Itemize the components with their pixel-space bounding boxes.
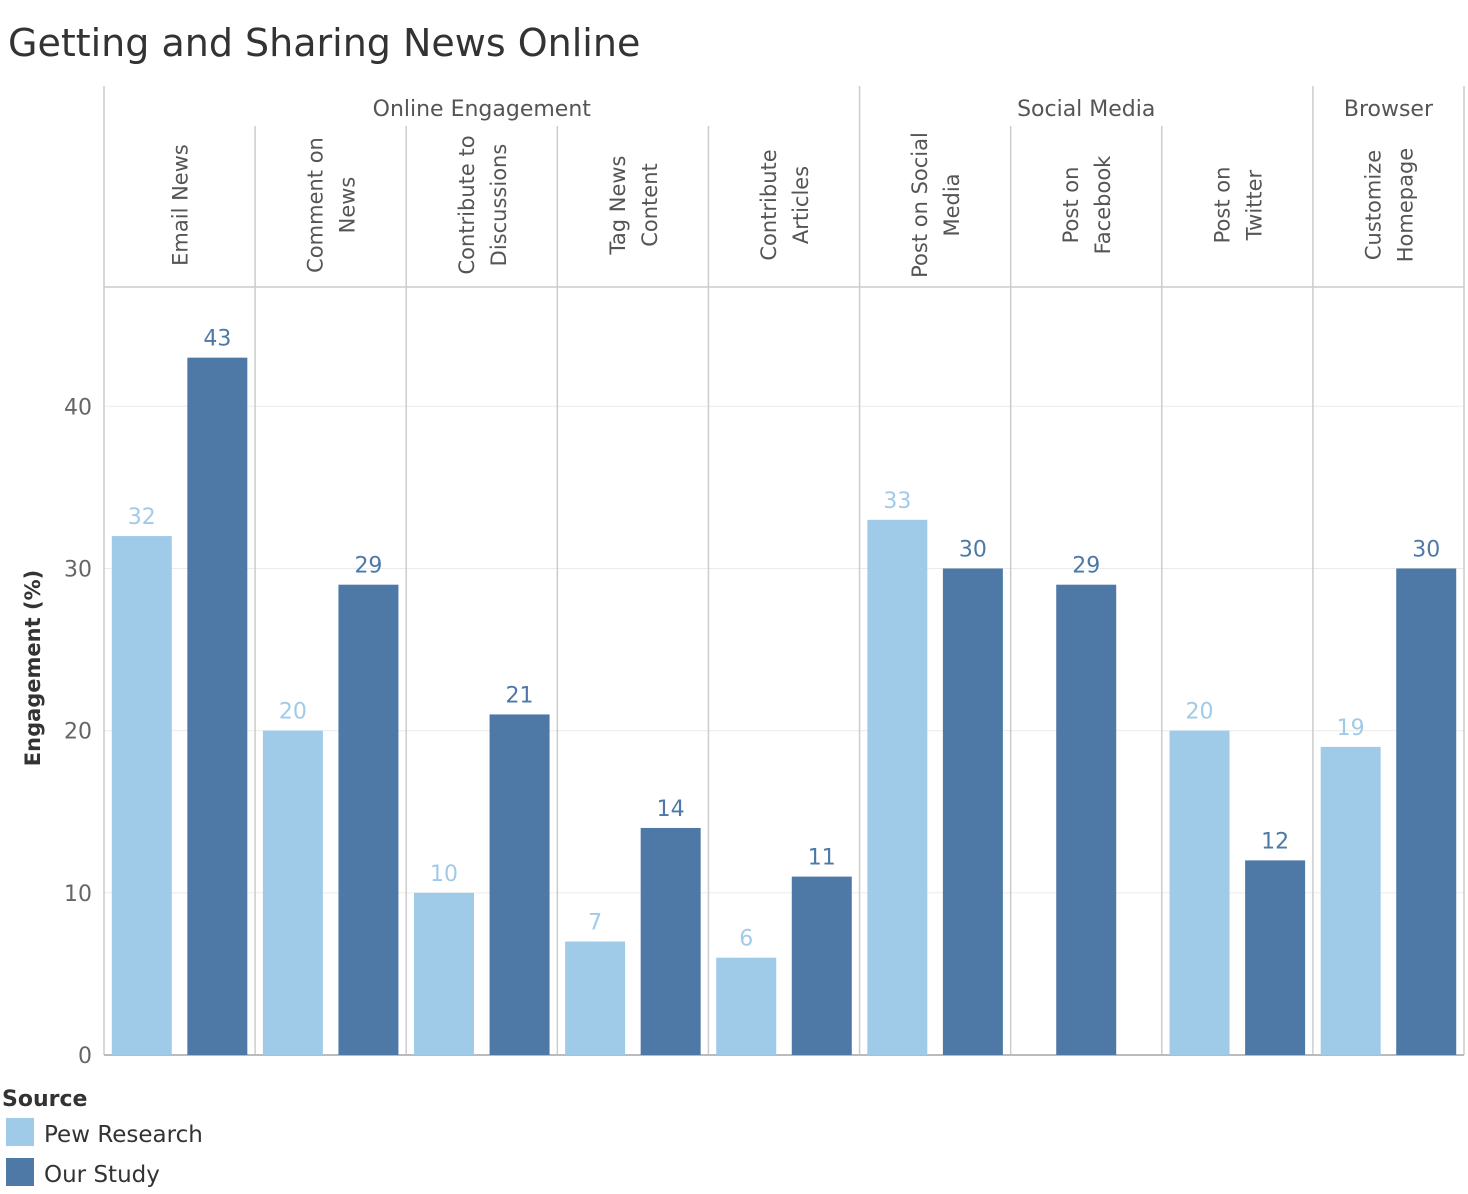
bar-data-label: 6 <box>739 927 753 952</box>
bar <box>262 730 323 1055</box>
category-label: Facebook <box>1091 155 1115 255</box>
y-tick-label: 30 <box>64 557 92 582</box>
bar <box>414 892 474 1055</box>
category-label: News <box>336 177 360 234</box>
bar-data-label: 11 <box>808 846 836 871</box>
category-label: Contribute to <box>455 135 479 274</box>
legend: Source Pew Research Our Study <box>2 1087 203 1188</box>
bar-data-label: 7 <box>588 910 602 935</box>
chart-frame <box>103 86 1465 1056</box>
bar <box>791 876 852 1055</box>
bar <box>1396 568 1457 1055</box>
category-label: Content <box>638 163 662 247</box>
bar <box>1056 584 1117 1055</box>
bar <box>640 827 701 1055</box>
bar-data-label: 43 <box>203 327 231 352</box>
category-label: Twitter <box>1242 169 1266 241</box>
legend-title: Source <box>2 1087 87 1112</box>
bar <box>867 519 928 1055</box>
y-tick-label: 20 <box>64 720 92 745</box>
bar-data-label: 30 <box>1412 537 1440 562</box>
bar <box>187 357 248 1055</box>
group-header-label: Browser <box>1344 97 1434 122</box>
category-label: Email News <box>169 144 193 266</box>
category-label: Discussions <box>487 144 511 267</box>
group-header-label: Online Engagement <box>373 97 592 122</box>
category-label: Media <box>940 173 964 236</box>
bar-data-label: 30 <box>959 537 987 562</box>
bar-data-label: 29 <box>354 554 382 579</box>
bar <box>716 957 777 1055</box>
bar-data-label: 33 <box>883 489 911 514</box>
legend-entry-label: Pew Research <box>44 1122 203 1148</box>
bar-data-label: 21 <box>506 683 534 708</box>
bar-data-label: 20 <box>1186 700 1214 725</box>
y-tick-label: 0 <box>78 1044 92 1069</box>
bar-data-label: 32 <box>128 505 156 530</box>
bar <box>1245 860 1306 1055</box>
legend-swatch <box>6 1158 34 1186</box>
bar-data-label: 29 <box>1072 554 1100 579</box>
bar <box>1320 746 1381 1055</box>
y-axis-title: Engagement (%) <box>21 570 45 766</box>
category-label: Post on <box>1059 167 1083 244</box>
legend-entry-label: Our Study <box>44 1162 160 1188</box>
chart-title: Getting and Sharing News Online <box>8 21 640 65</box>
bar-data-label: 10 <box>430 862 458 887</box>
bar-data-label: 12 <box>1261 829 1289 854</box>
bar-data-label: 20 <box>279 700 307 725</box>
group-header-label: Social Media <box>1017 97 1155 122</box>
bar <box>942 568 1003 1055</box>
bar <box>338 584 399 1055</box>
gridlines <box>104 405 1464 894</box>
bar <box>565 941 626 1055</box>
category-label: Articles <box>789 166 813 244</box>
category-label: Customize <box>1361 150 1385 260</box>
column-headers: Online Engagement Social Media Browser Emai… <box>169 97 1434 278</box>
bar <box>489 714 550 1055</box>
category-label: Homepage <box>1393 148 1417 262</box>
bar-data-label: 14 <box>657 797 685 822</box>
category-label: Tag News <box>606 156 630 256</box>
y-tick-label: 40 <box>64 395 92 420</box>
y-tick-label: 10 <box>64 882 92 907</box>
bar <box>111 536 172 1055</box>
bar-data-label: 19 <box>1337 716 1365 741</box>
category-label: Comment on <box>304 137 328 273</box>
category-label: Contribute <box>757 149 781 260</box>
y-axis: 0 10 20 30 40 <box>64 395 92 1069</box>
legend-swatch <box>6 1118 34 1146</box>
bar <box>1169 730 1230 1055</box>
bars: 32 43 20 29 10 21 7 14 6 11 33 30 29 20 12 19 30 <box>111 327 1457 1055</box>
category-label: Post on Social <box>908 132 932 278</box>
category-label: Post on <box>1210 167 1234 244</box>
